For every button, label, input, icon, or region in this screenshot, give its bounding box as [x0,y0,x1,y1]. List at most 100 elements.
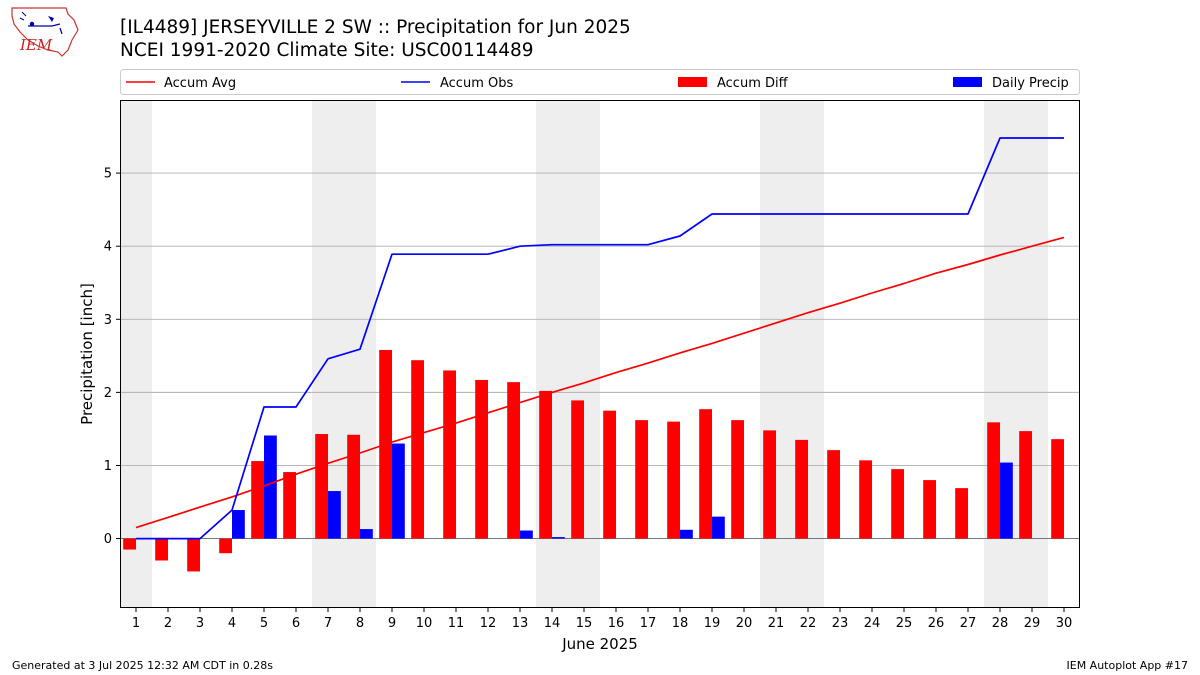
y-axis-label: Precipitation [inch] [78,283,96,425]
daily-precip-bar-day-19 [712,516,725,539]
accum-diff-bar-day-21 [763,430,776,539]
x-tick-label-5: 5 [260,616,268,631]
daily-precip-bar-day-13 [520,530,533,539]
logo-text: IEM [19,36,53,54]
accum-diff-bar-day-1 [123,538,136,550]
accum-diff-bar-day-16 [603,410,616,539]
accum-diff-bar-day-14 [539,390,552,539]
accum-diff-bar-day-11 [443,370,456,539]
accum-diff-bar-day-2 [155,538,168,561]
legend-label-accum-diff: Accum Diff [717,76,789,91]
footer-generated: Generated at 3 Jul 2025 12:32 AM CDT in … [12,659,273,672]
legend-swatch-accum-diff [678,77,707,87]
accum-diff-bar-day-26 [923,480,936,539]
accum-diff-bar-day-6 [283,472,296,539]
x-tick-label-9: 9 [388,616,396,631]
y-tick-label-0: 0 [104,532,112,547]
accum-diff-bar-day-20 [731,420,744,539]
accum-diff-bar-day-13 [507,382,520,539]
accum-diff-bar-day-15 [571,400,584,539]
accum-diff-bar-day-29 [1019,431,1032,539]
accum-diff-bar-day-27 [955,488,968,539]
accum-obs-line [136,137,1064,540]
x-tick-label-30: 30 [1056,616,1073,631]
x-tick-label-6: 6 [292,616,300,631]
x-tick-label-19: 19 [704,616,721,631]
accum-diff-bar-day-8 [347,434,360,539]
accum-diff-bar-day-23 [827,450,840,539]
accum-diff-bar-day-30 [1051,439,1064,539]
plot-frame [120,100,1080,608]
legend: Accum Avg Accum Obs Accum Diff Daily Pre… [120,69,1080,95]
y-tick-label-4: 4 [104,240,112,255]
x-tick-label-26: 26 [928,616,945,631]
daily-precip-bar-day-7 [328,491,341,539]
daily-precip-bar-day-5 [264,435,277,539]
x-tick-label-8: 8 [356,616,364,631]
accum-diff-bar-day-3 [187,538,200,572]
footer-app: IEM Autoplot App #17 [1066,659,1189,672]
chart-subtitle: NCEI 1991-2020 Climate Site: USC00114489 [120,40,534,61]
legend-box [120,69,1080,95]
accum-diff-bar-day-7 [315,434,328,539]
lines [135,137,1065,540]
x-tick-label-11: 11 [448,616,465,631]
x-tick-label-2: 2 [164,616,172,631]
x-tick-label-28: 28 [992,616,1009,631]
x-tick-label-21: 21 [768,616,785,631]
x-tick-label-14: 14 [544,616,561,631]
legend-label-daily-precip: Daily Precip [992,76,1069,91]
y-tick-label-3: 3 [104,313,112,328]
x-tick-label-3: 3 [196,616,204,631]
accum-diff-bar-day-18 [667,421,680,539]
y-tick-label-2: 2 [104,386,112,401]
x-tick-label-24: 24 [864,616,881,631]
x-tick-label-1: 1 [132,616,140,631]
daily-precip-bar-day-14 [552,537,565,539]
x-tick-label-4: 4 [228,616,236,631]
accum-diff-bar-day-4 [219,538,232,554]
daily-precip-bar-day-28 [1000,462,1013,539]
y-tick-label-5: 5 [104,167,112,182]
x-tick-label-12: 12 [480,616,497,631]
x-axis: 1 2 3 4 5 6 7 8 9 10 11 12 13 14 15 16 17 18 19 20 21 22 23 24 2… [132,608,1072,631]
accum-diff-bar-day-10 [411,360,424,539]
chart-title: [IL4489] JERSEYVILLE 2 SW :: Precipitati… [120,17,631,38]
accum-diff-bar-day-12 [475,379,488,539]
daily-precip-bar-day-8 [360,529,373,539]
x-tick-label-17: 17 [640,616,657,631]
iem-logo: IEM [11,7,79,57]
y-axis: 0 1 2 3 4 5 [104,167,120,547]
x-tick-label-18: 18 [672,616,689,631]
x-tick-label-7: 7 [324,616,332,631]
x-tick-label-22: 22 [800,616,817,631]
weekend-shade-day-1 [120,100,152,608]
legend-swatch-daily-precip [953,77,982,87]
daily-precip-bar-day-18 [680,529,693,539]
bars [123,349,1064,572]
x-tick-label-25: 25 [896,616,913,631]
x-tick-label-23: 23 [832,616,849,631]
x-tick-label-10: 10 [416,616,433,631]
accum-diff-bar-day-22 [795,439,808,539]
x-tick-label-29: 29 [1024,616,1041,631]
x-tick-label-13: 13 [512,616,529,631]
x-axis-label: June 2025 [561,635,638,653]
x-tick-label-27: 27 [960,616,977,631]
x-tick-label-16: 16 [608,616,625,631]
y-tick-label-1: 1 [104,459,112,474]
accum-avg-line [135,236,1065,529]
accum-diff-bar-day-5 [251,461,264,539]
daily-precip-bar-day-9 [392,443,405,539]
daily-precip-bar-day-4 [232,510,245,539]
accum-diff-bar-day-25 [891,469,904,539]
weekend-shading [120,100,1048,608]
accum-diff-bar-day-24 [859,460,872,539]
legend-label-accum-avg: Accum Avg [164,76,236,91]
legend-label-accum-obs: Accum Obs [440,76,513,91]
x-tick-label-15: 15 [576,616,593,631]
accum-diff-bar-day-19 [699,409,712,539]
accum-diff-bar-day-28 [987,422,1000,539]
accum-diff-bar-day-17 [635,420,648,539]
